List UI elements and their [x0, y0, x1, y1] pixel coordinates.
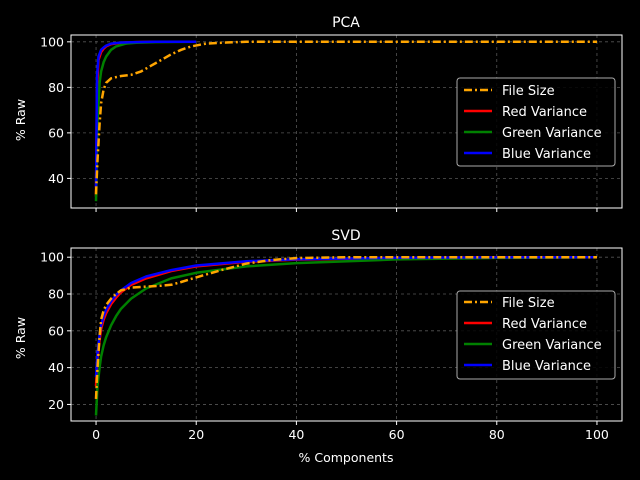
- pca-ylabel: % Raw: [13, 99, 28, 141]
- svd-ytick-label-80: 80: [48, 287, 64, 302]
- svd-xlabel: % Components: [299, 450, 394, 465]
- pca-legend-box: [456, 77, 616, 167]
- pca-series: [94, 40, 597, 202]
- svd-series-green-variance: [94, 255, 598, 416]
- pca-axes-frame: [70, 34, 623, 209]
- svd-legend-label-green-variance: Green Variance: [502, 338, 602, 353]
- svd-xtick-label-100: 100: [585, 427, 609, 442]
- svd-xtick-label-0: 0: [92, 427, 100, 442]
- svd-ytick-label-60: 60: [48, 323, 64, 338]
- svd-legend-label-file-size: File Size: [502, 296, 555, 311]
- svd-xtick-label-20: 20: [188, 427, 204, 442]
- svd-legend: File Size Red Variance Green Variance Bl…: [456, 290, 616, 380]
- pca-title: PCA: [332, 15, 360, 31]
- svd-xtick-label-80: 80: [489, 427, 505, 442]
- pca-series-blue-variance: [94, 40, 197, 188]
- pca-legend-label-blue-variance: Blue Variance: [502, 147, 591, 162]
- svd-panel: SVD % Raw % Components 0 20 40 60 80 100 20 40 6…: [13, 228, 623, 465]
- pca-ytick-label-40: 40: [48, 171, 64, 186]
- svd-title: SVD: [331, 228, 360, 244]
- svd-legend-label-red-variance: Red Variance: [502, 317, 587, 332]
- pca-ytick-label-100: 100: [40, 34, 64, 49]
- svd-ticks: 0 20 40 60 80 100 20 40 60 80 100: [40, 250, 609, 442]
- svd-xtick-label-60: 60: [389, 427, 405, 442]
- pca-legend-label-green-variance: Green Variance: [502, 126, 602, 141]
- svd-axes-frame: [70, 247, 623, 422]
- svd-ytick-label-20: 20: [48, 397, 64, 412]
- pca-ytick-label-80: 80: [48, 80, 64, 95]
- svd-series-file-size: [94, 255, 597, 399]
- svd-ytick-label-100: 100: [40, 250, 64, 265]
- pca-series-file-size: [94, 40, 597, 195]
- pca-legend-label-file-size: File Size: [502, 84, 555, 99]
- pca-ytick-label-60: 60: [48, 125, 64, 140]
- svd-ylabel: % Raw: [13, 317, 28, 359]
- pca-legend-label-red-variance: Red Variance: [502, 105, 587, 120]
- pca-panel: PCA % Raw 40 60 80 100 File Size Red Varian…: [13, 15, 623, 212]
- pca-ticks: 40 60 80 100: [40, 34, 598, 212]
- svd-xtick-label-40: 40: [288, 427, 304, 442]
- svd-series: [94, 255, 598, 416]
- svd-legend-label-blue-variance: Blue Variance: [502, 359, 591, 374]
- svd-ytick-label-40: 40: [48, 360, 64, 375]
- svd-legend-box: [456, 290, 616, 380]
- pca-legend: File Size Red Variance Green Variance Bl…: [456, 77, 616, 167]
